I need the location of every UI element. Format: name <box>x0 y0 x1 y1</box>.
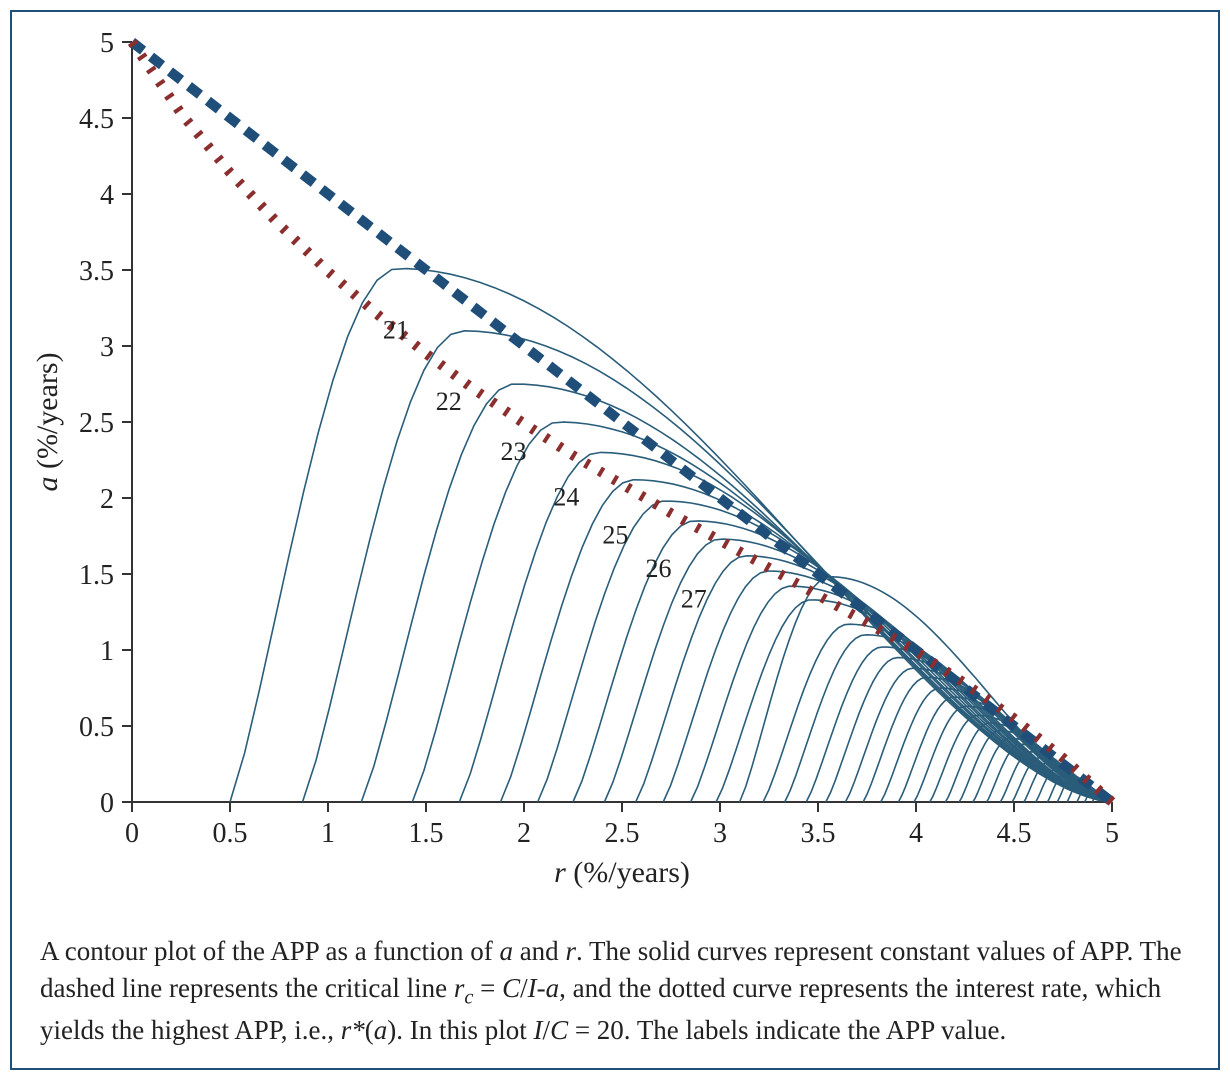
contour-curve <box>845 668 1112 802</box>
caption-var-C: C <box>550 1015 568 1045</box>
caption-var-a: a <box>499 936 513 966</box>
caption-minus: - <box>537 973 546 1003</box>
contour-label: 24 <box>553 483 579 512</box>
y-tick-label: 5 <box>100 28 114 59</box>
contour-curve <box>763 624 1112 802</box>
y-tick-label: 0.5 <box>79 712 114 743</box>
caption-rstar: r* <box>341 1015 365 1045</box>
contour-label: 26 <box>646 554 672 583</box>
caption-text: / <box>543 1015 551 1045</box>
x-tick-label: 2 <box>517 818 531 849</box>
caption-var-I: I <box>534 1015 543 1045</box>
x-tick-label: 4 <box>909 818 923 849</box>
caption-paren-a: (a) <box>365 1015 397 1045</box>
caption-text: and <box>513 936 565 966</box>
y-tick-label: 2 <box>100 484 114 515</box>
contour-label: 25 <box>602 521 628 550</box>
y-tick-label: 1 <box>100 636 114 667</box>
caption-var-rc: r <box>454 973 465 1003</box>
x-tick-label: 0.5 <box>213 818 248 849</box>
contour-curve <box>785 635 1112 802</box>
contour-label: 21 <box>383 315 409 344</box>
contour-curve <box>881 688 1112 802</box>
y-tick-label: 3 <box>100 332 114 363</box>
caption-var-C: C <box>502 973 520 1003</box>
y-tick-label: 1.5 <box>79 560 114 591</box>
caption-var-r: r <box>565 936 576 966</box>
caption-text: / <box>520 973 528 1003</box>
caption-var-I: I <box>528 973 537 1003</box>
figure-caption: A contour plot of the APP as a function … <box>40 933 1190 1048</box>
caption-text: = 20. The labels indicate the APP value. <box>568 1015 1006 1045</box>
y-tick-label: 3.5 <box>79 256 114 287</box>
contour-curve <box>806 647 1112 802</box>
x-tick-label: 3 <box>713 818 727 849</box>
contour-label: 22 <box>436 387 462 416</box>
contour-label: 27 <box>681 584 707 613</box>
caption-sub-c: c <box>464 986 473 1008</box>
contour-chart: 00.511.522.533.544.5500.511.522.533.544.… <box>132 42 1172 842</box>
y-tick-label: 4 <box>100 180 114 211</box>
figure-container: 0 0.5 1 1.5 2 2.5 3 3.5 4 4.5 5 0 0.5 1 1.5 2 2.5 3 3.5 4 4.… <box>0 0 1230 1080</box>
caption-text: = <box>473 973 502 1003</box>
x-tick-label: 1 <box>321 818 335 849</box>
x-tick-label: 5 <box>1105 818 1119 849</box>
x-tick-label: 1.5 <box>409 818 444 849</box>
x-tick-label: 2.5 <box>605 818 640 849</box>
plot-area: 00.511.522.533.544.5500.511.522.533.544.… <box>132 42 1172 842</box>
y-tick-label: 4.5 <box>79 104 114 135</box>
y-tick-label: 2.5 <box>79 408 114 439</box>
figure-panel: 0 0.5 1 1.5 2 2.5 3 3.5 4 4.5 5 0 0.5 1 1.5 2 2.5 3 3.5 4 4.… <box>10 10 1220 1070</box>
y-tick-label: 0 <box>100 788 114 819</box>
y-axis-label: a (%/years) <box>31 352 64 491</box>
x-tick-label: 0 <box>125 818 139 849</box>
x-tick-label: 4.5 <box>997 818 1032 849</box>
x-axis-label: r (%/years) <box>554 856 690 889</box>
caption-var-a: a <box>546 973 560 1003</box>
contour-label: 23 <box>500 437 526 466</box>
caption-text: A contour plot of the APP as a function … <box>40 936 499 966</box>
x-tick-label: 3.5 <box>801 818 836 849</box>
caption-text: . In this plot <box>396 1015 533 1045</box>
